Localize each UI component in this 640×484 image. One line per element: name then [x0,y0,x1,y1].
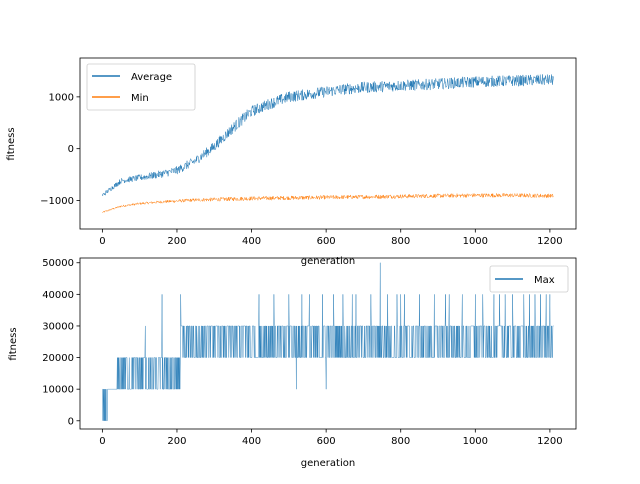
top-plot-legend: Average Min [86,63,196,111]
bottom-plot-y-tick-label: 0 [68,416,74,427]
top-plot-x-tick-label: 600 [317,236,336,247]
bottom-plot-y-tick-label: 50000 [42,258,74,269]
legend-label-min: Min [131,93,149,104]
bottom-plot-xlabel: generation [301,458,355,469]
bottom-plot-ylabel: fitness [8,327,19,360]
bottom-plot-x-tick-label: 400 [242,436,261,447]
top-plot-x-tick-label: 800 [391,236,410,247]
bottom-plot-y-tick-label: 40000 [42,290,74,301]
top-plot-y-tick-label: 0 [68,144,74,155]
bottom-plot-frame [79,257,577,430]
bottom-plot-x-tick-label: 1200 [537,436,562,447]
top-plot-x-tick-label: 0 [99,236,105,247]
top-plot-ylabel: fitness [6,127,17,160]
top-plot-y-tick-label: −1000 [40,196,74,207]
top-plot-x-tick-label: 1000 [463,236,488,247]
bottom-plot-x-tick-label: 200 [167,436,186,447]
series-line-max [102,262,554,422]
top-plot-x-tick-label: 400 [242,236,261,247]
top-plot-x-tick-label: 1200 [537,236,562,247]
bottom-plot: 0 200 400 600 800 1000 1200 0 10000 20000 30000 40… [8,257,577,469]
bottom-plot-x-tick-label: 1000 [463,436,488,447]
top-plot-lines [102,74,554,214]
bottom-plot-y-tick-label: 30000 [42,321,74,332]
top-plot-frame [79,57,577,230]
series-line-average [102,74,554,196]
bottom-plot-y-tick-label: 10000 [42,385,74,396]
series-line-min [102,192,554,214]
top-plot-xlabel: generation [301,256,355,267]
bottom-plot-legend: Max [489,265,569,293]
legend-box [489,265,569,293]
bottom-plot-y-ticks: 0 10000 20000 30000 40000 50000 [42,258,80,427]
top-plot-x-ticks: 0 200 400 600 800 1000 1200 [99,229,563,247]
top-plot-y-ticks: −1000 0 1000 [40,92,80,207]
top-plot-x-tick-label: 200 [167,236,186,247]
top-plot: 0 200 400 600 800 1000 1200 −1000 0 1000 fitness… [6,57,577,267]
legend-label-max: Max [534,275,555,286]
top-plot-y-tick-label: 1000 [49,92,74,103]
bottom-plot-y-tick-label: 20000 [42,353,74,364]
bottom-plot-x-tick-label: 800 [391,436,410,447]
legend-label-average: Average [131,72,172,83]
bottom-plot-lines [102,262,554,422]
bottom-plot-x-ticks: 0 200 400 600 800 1000 1200 [99,429,563,447]
bottom-plot-x-tick-label: 600 [317,436,336,447]
bottom-plot-x-tick-label: 0 [99,436,105,447]
